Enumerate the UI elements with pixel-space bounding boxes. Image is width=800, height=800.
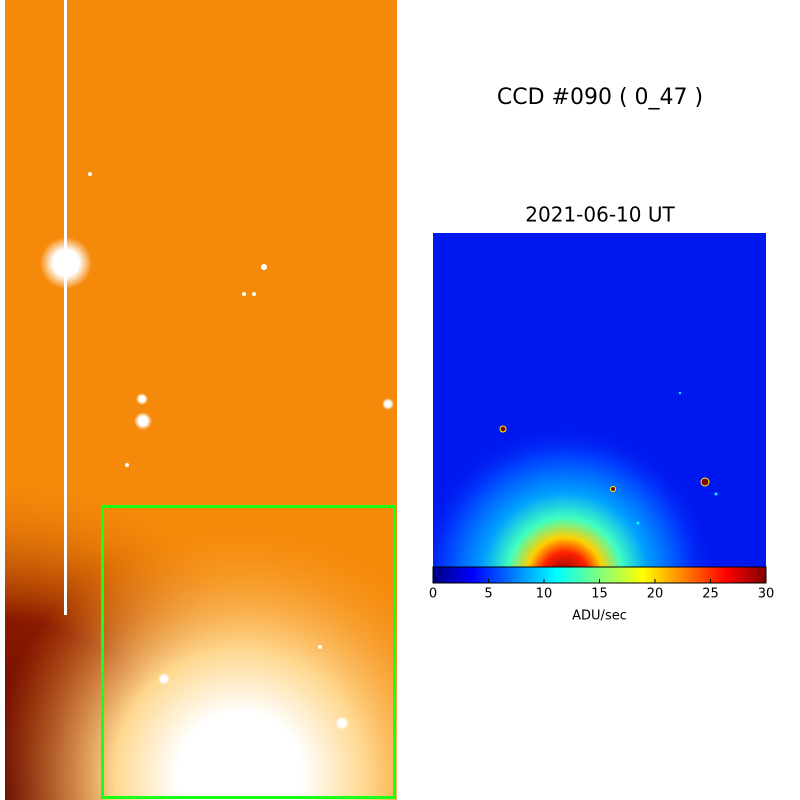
tick-label: 25 — [702, 587, 719, 602]
colorbar-label: ADU/sec — [572, 609, 627, 624]
tick-label: 15 — [591, 587, 608, 602]
tick-label: 10 — [536, 587, 553, 602]
ccd-map — [433, 233, 766, 567]
ccd-image — [5, 0, 397, 800]
tick-label: 20 — [647, 587, 664, 602]
title: CCD #090 ( 0_47 ) — [497, 85, 703, 110]
tick-label: 5 — [484, 587, 492, 602]
tick-label: 0 — [429, 587, 437, 602]
date: 2021-06-10 UT — [525, 203, 675, 227]
tick-label: 30 — [758, 587, 775, 602]
colorbar-ticks: 0 5 10 15 20 25 30 — [429, 579, 774, 602]
